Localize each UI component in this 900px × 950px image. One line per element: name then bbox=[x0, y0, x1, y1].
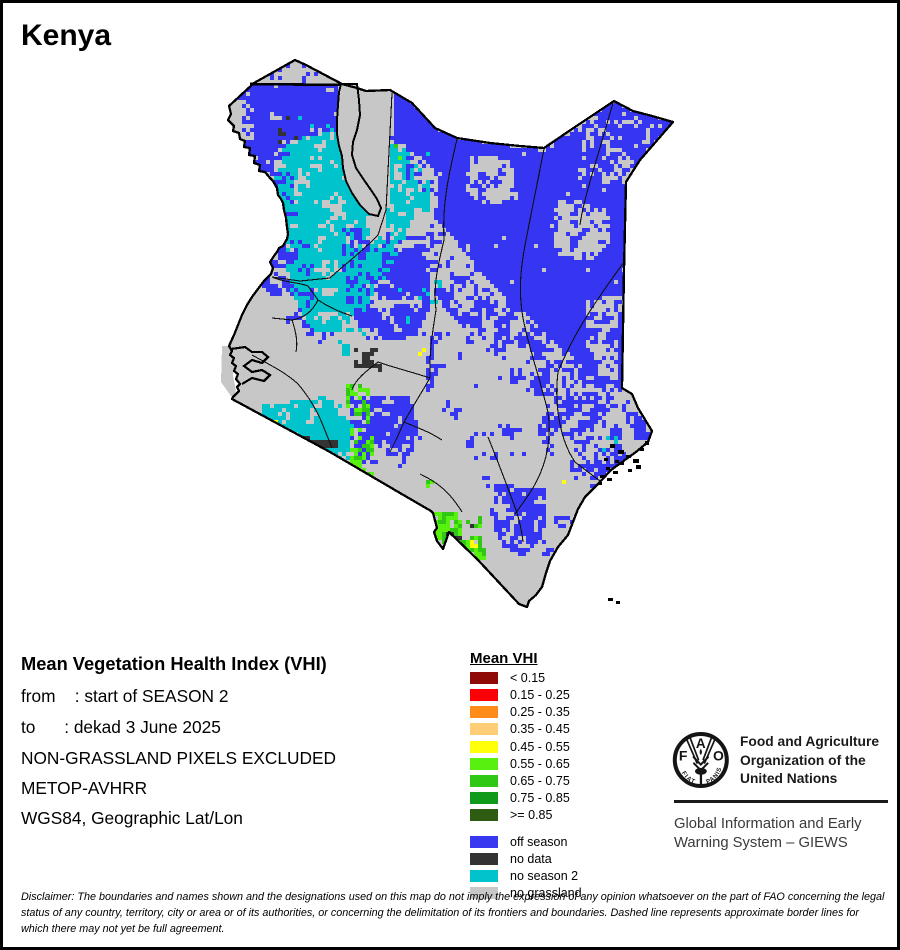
svg-text:O: O bbox=[713, 748, 724, 764]
svg-text:F: F bbox=[679, 748, 688, 764]
svg-text:A: A bbox=[696, 736, 706, 751]
